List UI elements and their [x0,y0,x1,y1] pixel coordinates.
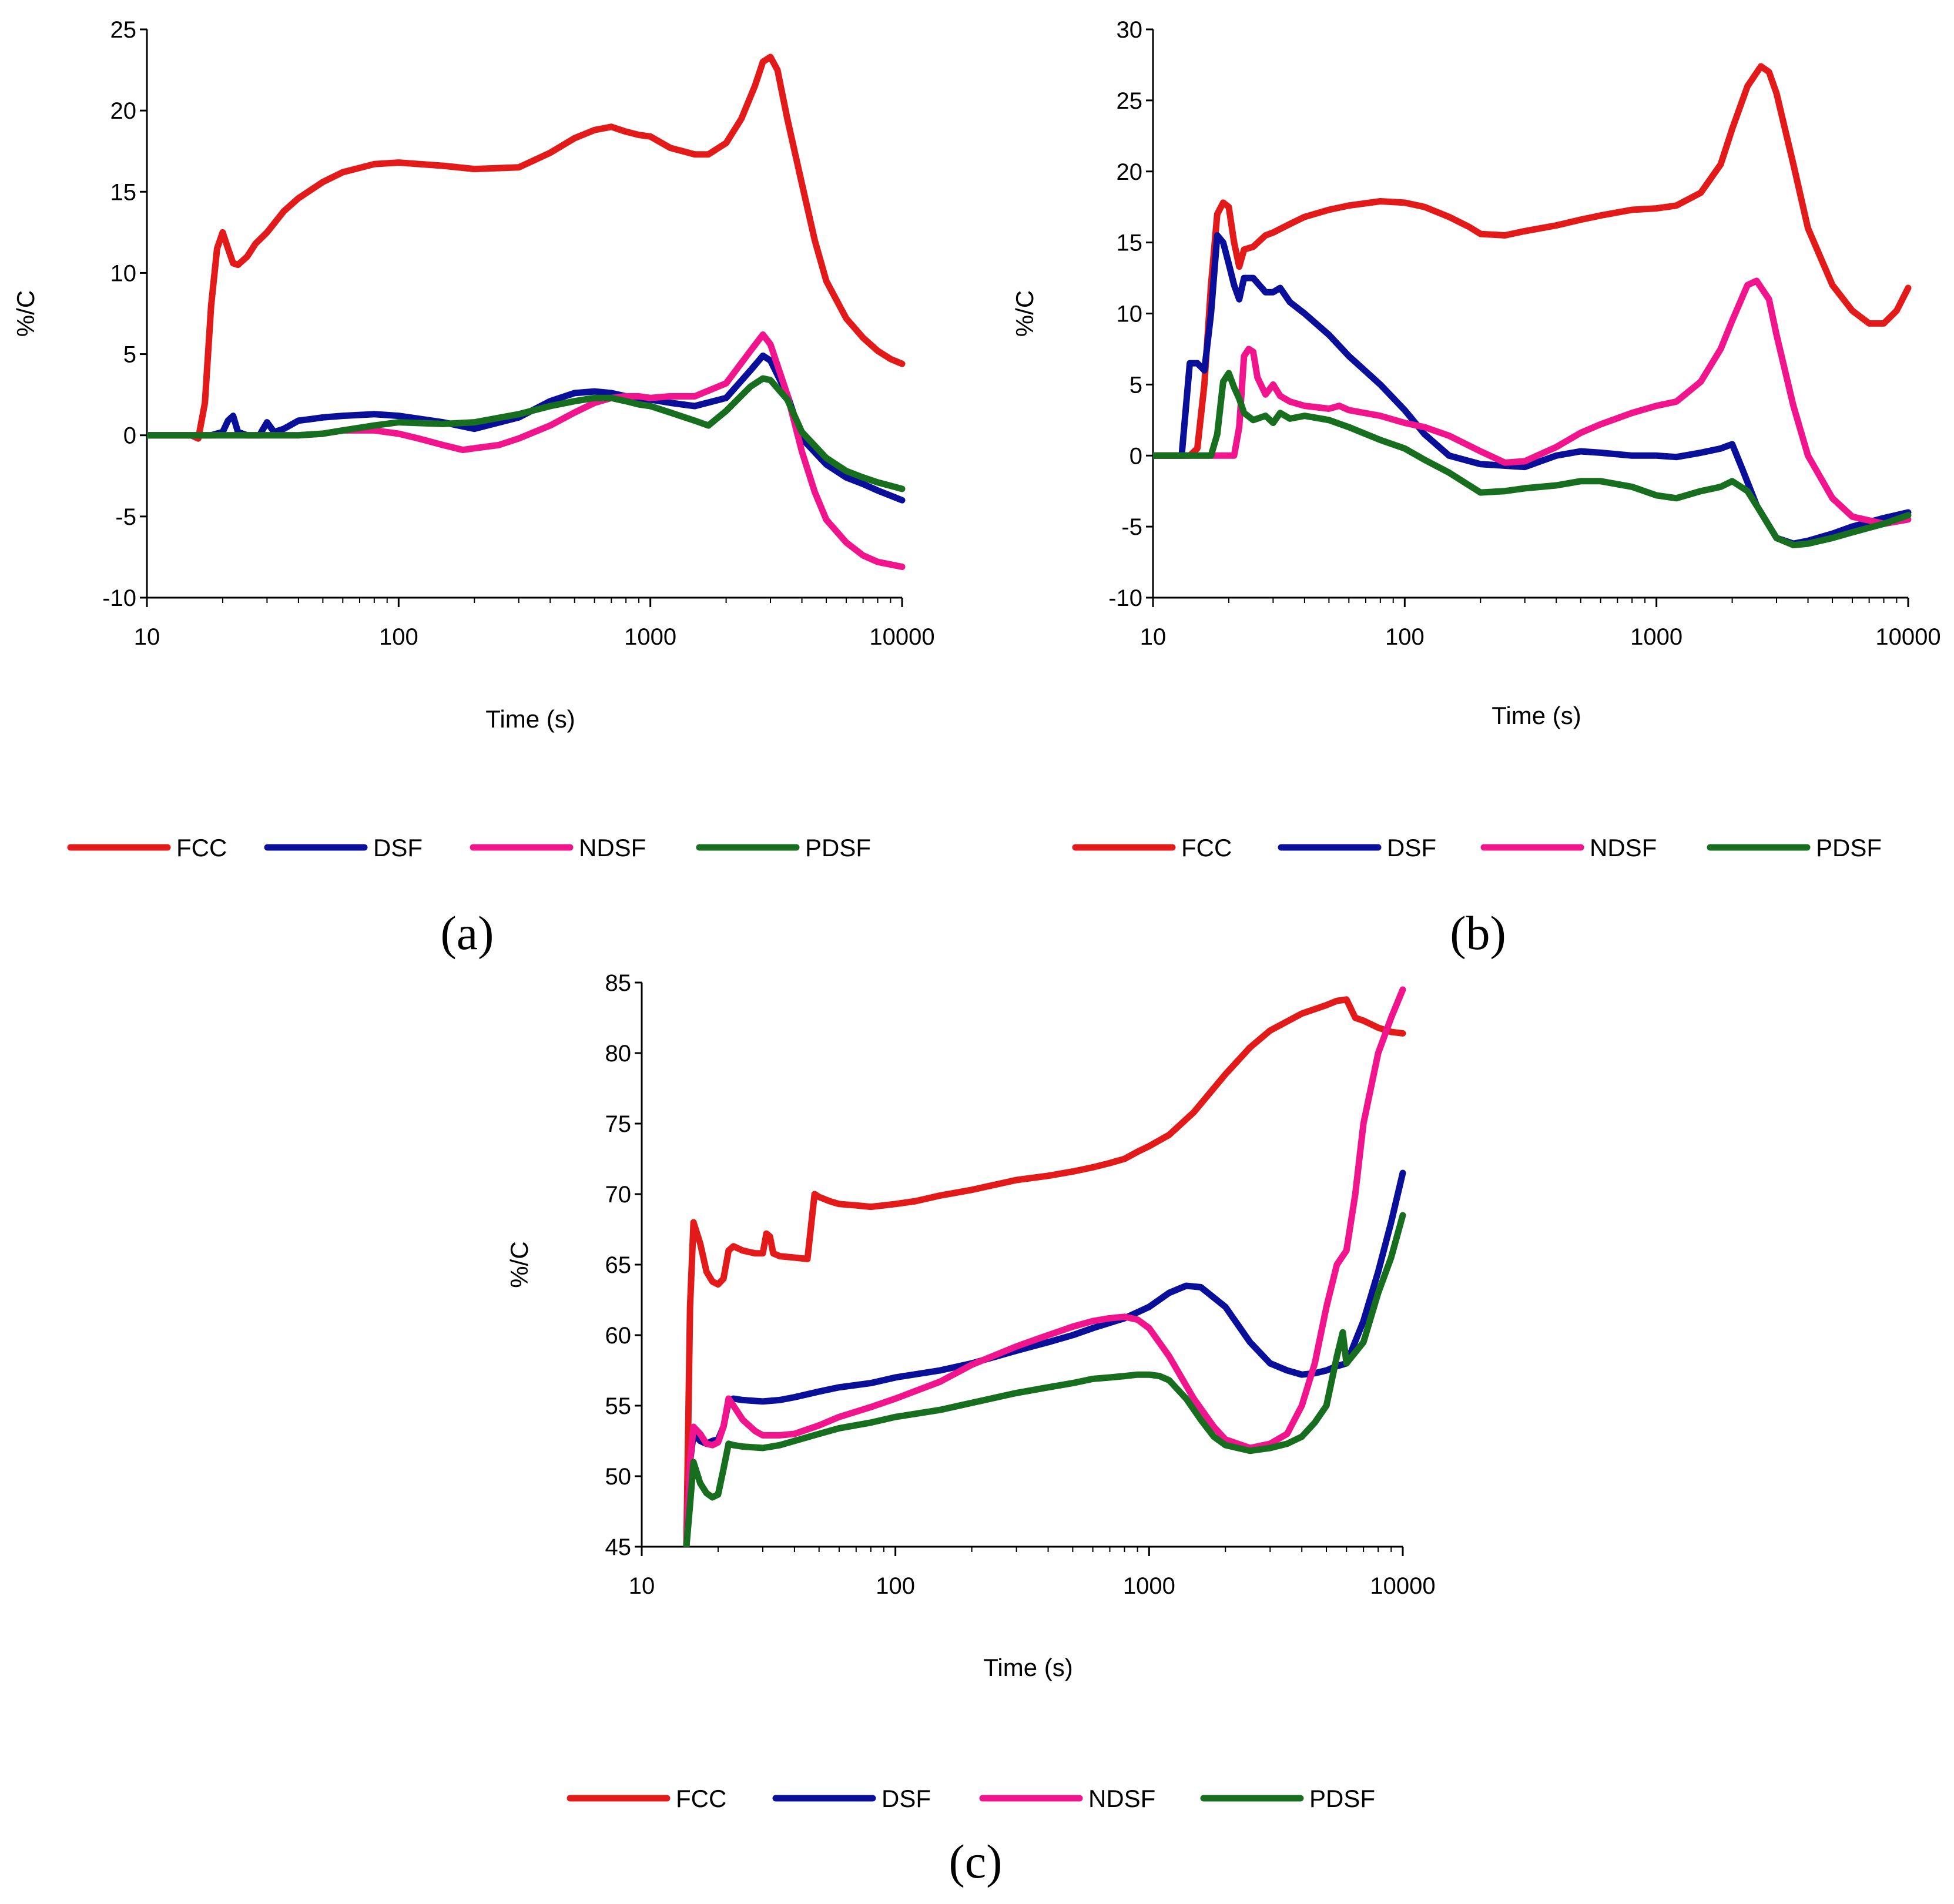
legend-label-ndsf: NDSF [1088,1785,1155,1812]
y-axis-label: %/C [12,290,39,337]
legend-label-dsf: DSF [882,1785,931,1812]
y-tick-label: 85 [605,970,632,996]
y-tick-label: 55 [605,1393,632,1419]
x-tick-label: 10000 [869,624,934,650]
x-tick-label: 10 [1140,624,1167,650]
y-tick-label: 30 [1117,17,1143,43]
y-tick-label: 80 [605,1041,632,1067]
legend-label-fcc: FCC [1181,834,1232,862]
series-line-ndsf [683,986,1406,1547]
y-tick-label: 45 [605,1534,632,1560]
y-tick-label: 10 [1117,301,1143,327]
legend-label-pdsf: PDSF [1816,834,1882,862]
y-tick-label: 20 [110,98,137,124]
y-tick-label: -10 [102,585,136,611]
series-line-ndsf [1153,277,1912,527]
x-tick-label: 10 [629,1573,655,1599]
legend-label-ndsf: NDSF [1590,834,1657,862]
y-tick-label: 60 [605,1323,632,1349]
series-line-fcc [147,53,906,442]
series-line-pdsf [683,1212,1406,1547]
y-tick-label: 5 [1130,372,1142,398]
x-tick-label: 1000 [1630,624,1682,650]
x-tick-label: 10 [134,624,160,650]
y-tick-label: 5 [123,342,136,368]
y-tick-label: 0 [123,423,136,449]
chart-a: (a) -10 -5 0 5 10 15 20 25 10 100 1000 10000 Time (s… [12,17,935,960]
y-tick-label: 0 [1130,443,1142,469]
series-line-pdsf [1153,370,1912,549]
x-axis-label: Time (s) [983,1654,1072,1681]
x-tick-label: 10000 [1370,1573,1435,1599]
y-tick-label: 65 [605,1252,632,1278]
x-tick-label: 100 [379,624,418,650]
y-tick-label: -5 [115,504,136,530]
chart-b: (b) -10 -5 0 5 10 15 20 25 30 10 100 1000 10000 Time … [1011,17,1941,960]
series-line-fcc [683,996,1406,1547]
x-tick-label: 10000 [1875,624,1940,650]
panel-label-a: (a) [440,906,494,960]
series-line-dsf [683,1169,1406,1547]
x-tick-label: 100 [876,1573,915,1599]
legend-label-dsf: DSF [373,834,423,862]
y-tick-label: 70 [605,1182,632,1208]
y-axis-label: %/C [1011,290,1038,337]
x-tick-label: 100 [1385,624,1425,650]
y-tick-label: 25 [1117,88,1143,114]
y-tick-label: 15 [1117,230,1143,256]
panel-label-c: (c) [948,1835,1002,1888]
legend-label-fcc: FCC [676,1785,726,1812]
legend-label-fcc: FCC [176,834,227,862]
x-axis-label: Time (s) [1492,702,1581,729]
y-tick-label: -10 [1108,585,1142,611]
x-tick-label: 1000 [1123,1573,1175,1599]
series-line-fcc [1153,63,1912,459]
y-axis-label: %/C [505,1241,533,1288]
y-tick-label: -5 [1121,514,1142,540]
y-tick-label: 25 [110,17,137,43]
panel-label-b: (b) [1450,906,1506,960]
y-tick-label: 20 [1117,159,1143,185]
series-line-ndsf [147,331,906,570]
chart-c: (c) 45 50 55 60 65 70 75 80 85 10 100 1000 10000 Time… [505,970,1436,1888]
x-axis-label: Time (s) [485,705,575,733]
series-line-dsf [147,352,906,504]
y-tick-label: 15 [110,179,137,205]
y-tick-label: 10 [110,260,137,286]
y-tick-label: 50 [605,1464,632,1490]
legend-label-pdsf: PDSF [805,834,871,862]
x-tick-label: 1000 [624,624,676,650]
legend-label-dsf: DSF [1387,834,1436,862]
legend-label-ndsf: NDSF [579,834,646,862]
legend-label-pdsf: PDSF [1309,1785,1375,1812]
series-line-pdsf [147,375,906,492]
y-tick-label: 75 [605,1111,632,1137]
